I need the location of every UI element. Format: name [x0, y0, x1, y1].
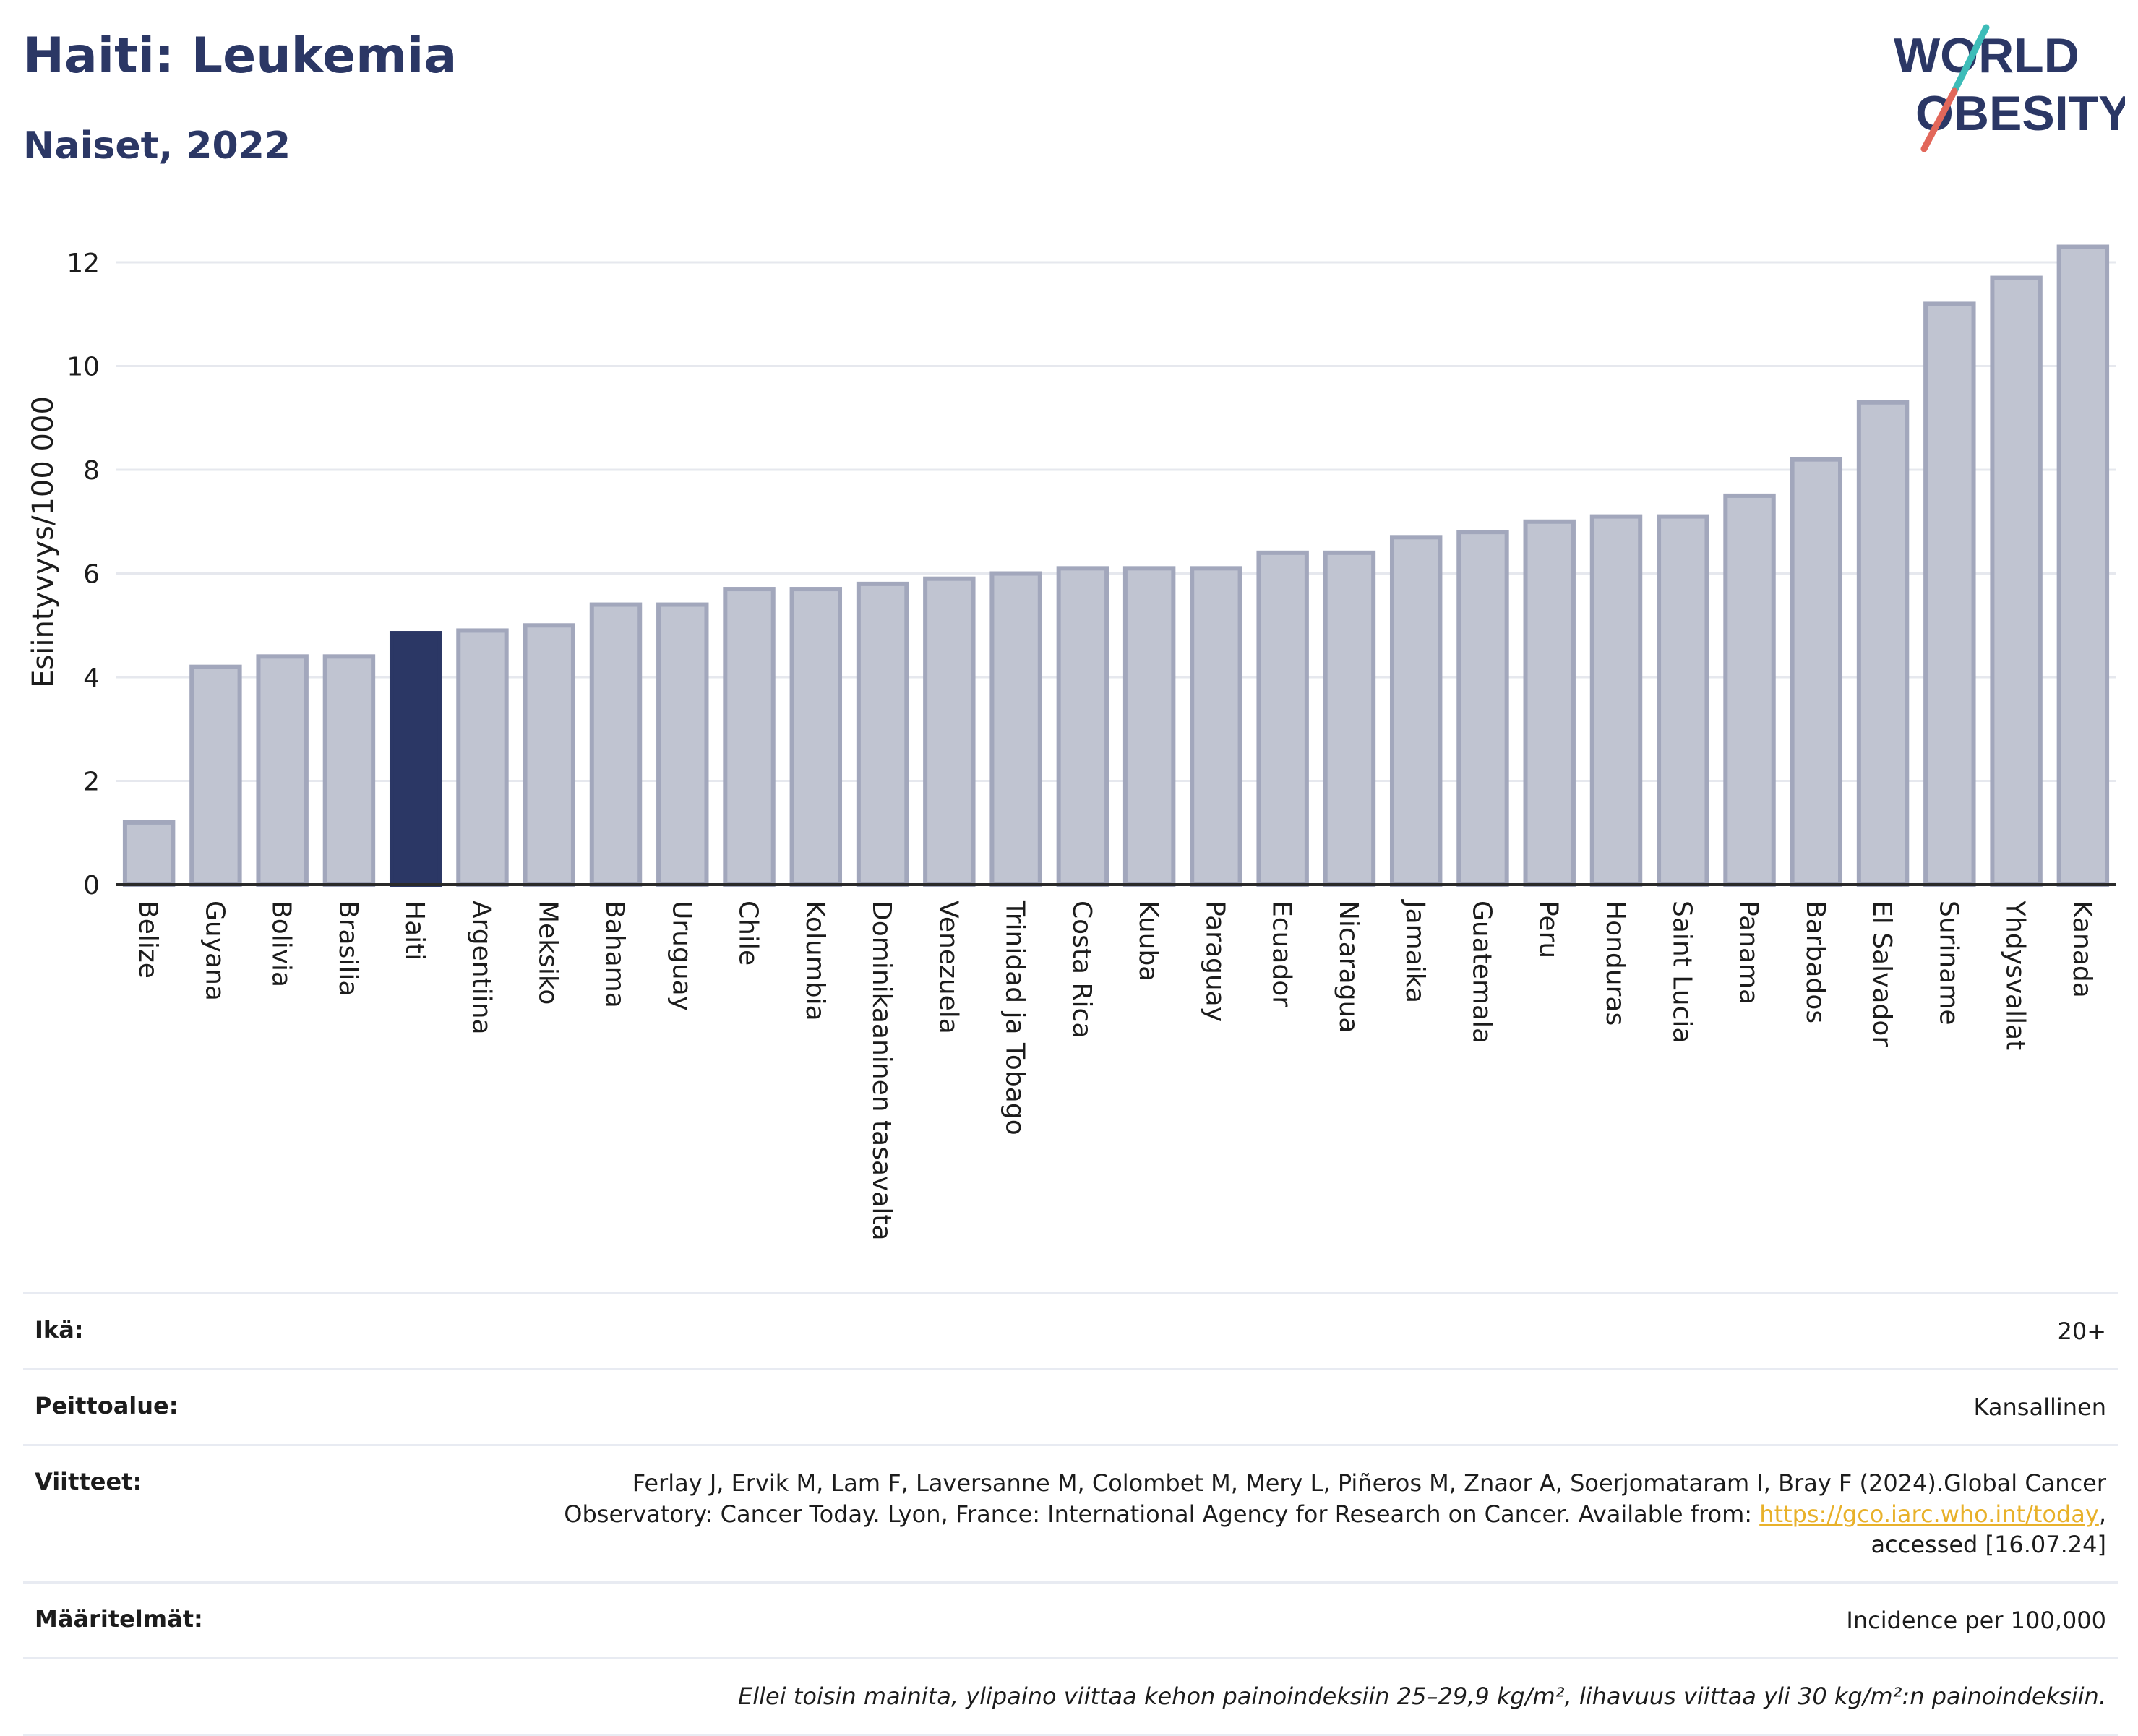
bar-kuuba — [1122, 566, 1176, 887]
x-tick-label: Kanada — [2067, 901, 2097, 998]
page-subtitle: Naiset, 2022 — [23, 124, 291, 168]
x-tick-label: Ecuador — [1267, 901, 1297, 1007]
bar-saint-lucia — [1657, 514, 1709, 887]
bar-dominikaaninen-tasavalta — [856, 581, 909, 887]
bar-suriname — [1923, 301, 1976, 887]
bar-brasilia — [322, 654, 376, 887]
world-obesity-logo: WORLD OBESITY — [1894, 24, 2125, 152]
x-tick-label: Yhdysvallat — [2001, 900, 2030, 1050]
logo-slash-coral — [1920, 87, 1958, 152]
coverage-label: Peittoalue: — [35, 1392, 179, 1420]
bar-el-salvador — [1856, 400, 1910, 887]
x-tick-label: Jamaika — [1400, 899, 1430, 1003]
y-axis-label: Esiintyvyys/100 000 — [27, 396, 60, 688]
bar-argentiina — [456, 628, 509, 887]
references-link[interactable]: https://gco.iarc.who.int/today — [1759, 1500, 2099, 1528]
y-tick-label: 12 — [66, 249, 100, 278]
x-tick-label: Belize — [133, 901, 163, 979]
bar-bolivia — [256, 654, 309, 887]
x-tick-label: Kuuba — [1133, 901, 1163, 981]
x-tick-label: Dominikaaninen tasavalta — [867, 901, 896, 1241]
meta-row-note: Ellei toisin mainita, ylipaino viittaa k… — [23, 1657, 2118, 1736]
references-line-1: Ferlay J, Ervik M, Lam F, Laversanne M, … — [632, 1469, 2106, 1497]
x-tick-label: Honduras — [1600, 901, 1630, 1026]
bars — [122, 244, 2110, 888]
x-tick-label: Suriname — [1933, 901, 1963, 1026]
x-tick-label: Uruguay — [666, 901, 696, 1011]
bar-paraguay — [1190, 566, 1242, 887]
definitions-label: Määritelmät: — [35, 1605, 203, 1633]
references-line-2-end: , — [2098, 1500, 2106, 1528]
bar-costa-rica — [1056, 566, 1109, 887]
y-tick-label: 0 — [83, 871, 100, 901]
meta-row-age: Ikä: 20+ — [23, 1292, 2118, 1368]
bar-kanada — [2056, 244, 2110, 887]
x-tick-label: Kolumbia — [800, 901, 830, 1021]
x-tick-label: Guatemala — [1467, 901, 1496, 1044]
x-tick-label: Trinidad ja Tobago — [1000, 900, 1030, 1135]
bar-chile — [723, 587, 776, 887]
y-tick-label: 6 — [83, 560, 100, 590]
x-tick-label: El Salvador — [1867, 901, 1897, 1047]
y-tick-label: 4 — [83, 663, 100, 693]
bar-honduras — [1589, 514, 1643, 887]
bar-belize — [122, 820, 176, 888]
x-tick-label: Venezuela — [933, 901, 963, 1034]
bar-chart: 0 2 4 6 8 10 12 Belize Guyana Bolivia Brasilia Hait… — [66, 244, 2116, 1241]
bar-guyana — [189, 664, 242, 888]
y-tick-label: 2 — [83, 768, 100, 797]
metadata-table: Ikä: 20+ Peittoalue: Kansallinen Viittee… — [23, 1292, 2118, 1736]
x-tick-label: Argentiina — [466, 901, 496, 1035]
definitions-value: Incidence per 100,000 — [1846, 1607, 2106, 1635]
bar-kolumbia — [789, 587, 843, 887]
bar-meksiko — [523, 623, 575, 887]
bar-nicaragua — [1323, 550, 1376, 887]
footnote: Ellei toisin mainita, ylipaino viittaa k… — [738, 1683, 2106, 1711]
x-tick-label: Panama — [1734, 901, 1764, 1005]
grid-lines — [116, 261, 2116, 783]
x-tick-label: Paraguay — [1200, 901, 1229, 1022]
x-tick-label: Chile — [734, 901, 763, 966]
bar-bahama — [589, 602, 643, 887]
x-tick-label: Brasilia — [333, 901, 363, 996]
bar-barbados — [1790, 457, 1843, 887]
y-tick-label: 8 — [83, 456, 100, 486]
meta-row-definitions: Määritelmät: Incidence per 100,000 — [23, 1581, 2118, 1657]
x-tick-label: Meksiko — [533, 901, 563, 1005]
x-tick-label: Saint Lucia — [1667, 901, 1696, 1043]
meta-row-references: Viitteet: Ferlay J, Ervik M, Lam F, Lave… — [23, 1444, 2118, 1581]
references-value: Ferlay J, Ervik M, Lam F, Laversanne M, … — [564, 1468, 2106, 1560]
references-line-3: accessed [16.07.24] — [1871, 1530, 2106, 1558]
meta-row-coverage: Peittoalue: Kansallinen — [23, 1368, 2118, 1444]
bar-trinidad-ja-tobago — [989, 571, 1042, 887]
logo-text-world: WORLD — [1894, 28, 2079, 83]
bar-venezuela — [923, 576, 976, 887]
bar-panama — [1723, 493, 1776, 887]
bar-haiti — [389, 631, 442, 887]
x-tick-label: Costa Rica — [1067, 901, 1096, 1038]
page-title: Haiti: Leukemia — [23, 27, 458, 85]
references-label: Viitteet: — [35, 1468, 142, 1496]
bar-yhdysvallat — [1990, 275, 2043, 888]
x-tick-label: Nicaragua — [1334, 901, 1363, 1033]
x-tick-label: Haiti — [400, 901, 429, 961]
x-tick-label: Guyana — [199, 901, 229, 1001]
x-tick-label: Barbados — [1800, 901, 1830, 1023]
age-value: 20+ — [2057, 1318, 2106, 1345]
bar-guatemala — [1456, 530, 1509, 888]
bar-peru — [1523, 519, 1576, 887]
x-tick-label: Bolivia — [267, 901, 296, 987]
y-tick-label: 10 — [66, 353, 100, 382]
references-line-2: Observatory: Cancer Today. Lyon, France:… — [564, 1500, 1760, 1528]
bar-uruguay — [656, 602, 709, 887]
axes: 0 2 4 6 8 10 12 Belize Guyana Bolivia Brasilia Hait… — [66, 249, 2116, 1241]
bar-jamaika — [1389, 535, 1443, 887]
x-tick-label: Peru — [1534, 901, 1563, 958]
logo-slash-teal — [1951, 24, 1990, 95]
age-label: Ikä: — [35, 1316, 84, 1344]
coverage-value: Kansallinen — [1973, 1393, 2106, 1422]
bar-ecuador — [1256, 550, 1309, 887]
x-tick-label: Bahama — [600, 901, 630, 1008]
